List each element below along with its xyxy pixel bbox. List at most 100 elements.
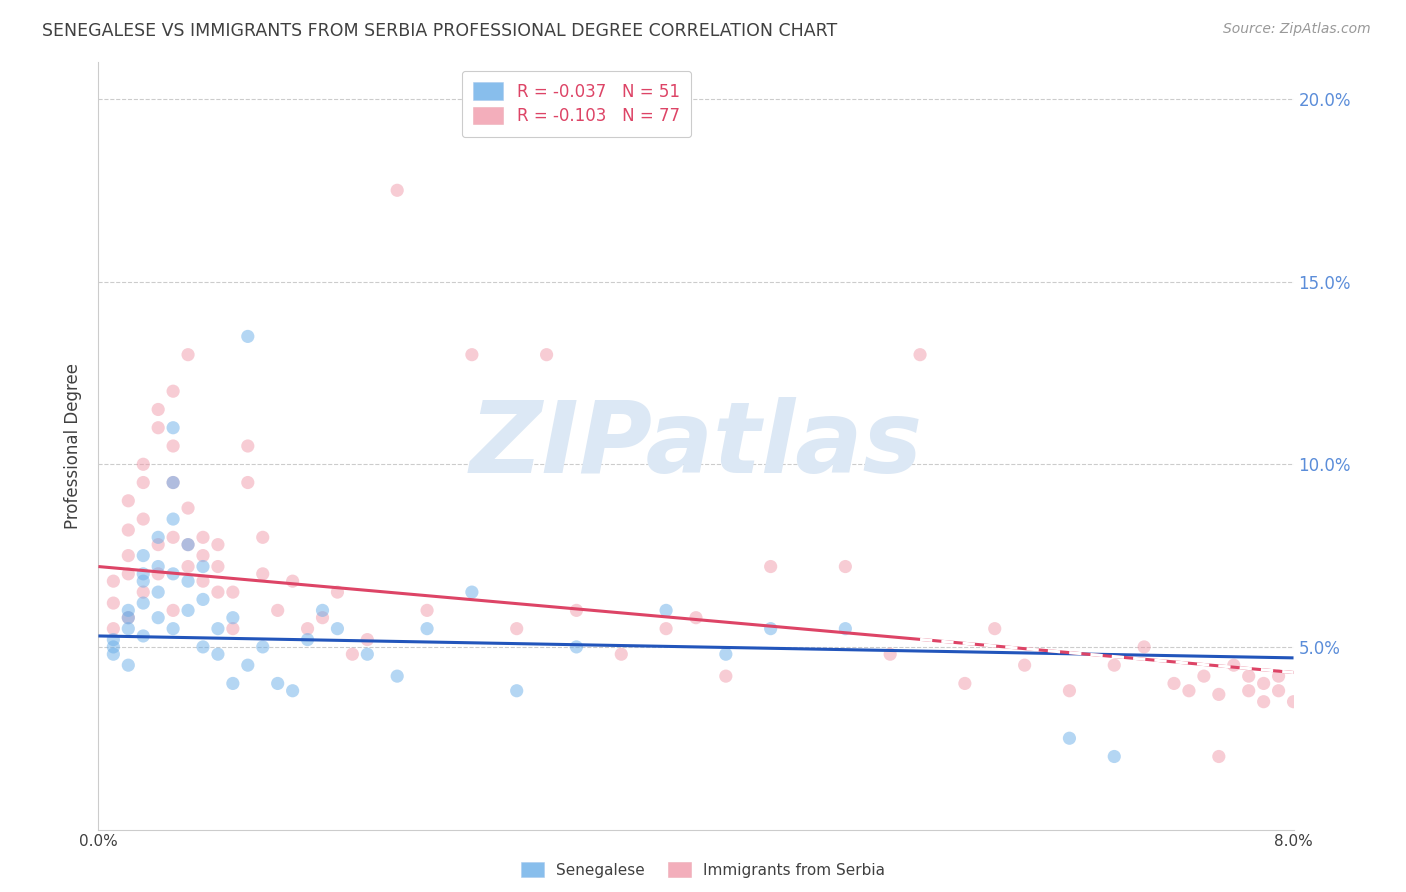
Point: [1282, 695, 1305, 709]
Point: [132, 457, 155, 471]
Point: [984, 622, 1007, 636]
Point: [506, 683, 529, 698]
Point: [177, 538, 200, 552]
Point: [117, 493, 139, 508]
Point: [117, 610, 139, 624]
Point: [1059, 731, 1081, 746]
Point: [1059, 683, 1081, 698]
Point: [385, 183, 409, 197]
Point: [252, 566, 274, 581]
Point: [177, 501, 200, 516]
Text: ZIPatlas: ZIPatlas: [470, 398, 922, 494]
Point: [908, 348, 931, 362]
Point: [281, 683, 304, 698]
Point: [1253, 695, 1275, 709]
Point: [148, 402, 170, 417]
Legend: R = -0.037   N = 51, R = -0.103   N = 77: R = -0.037 N = 51, R = -0.103 N = 77: [461, 70, 692, 137]
Point: [685, 610, 707, 624]
Point: [103, 596, 125, 610]
Point: [207, 647, 229, 661]
Text: Source: ZipAtlas.com: Source: ZipAtlas.com: [1223, 22, 1371, 37]
Legend: Senegalese, Immigrants from Serbia: Senegalese, Immigrants from Serbia: [522, 862, 884, 878]
Point: [385, 669, 409, 683]
Point: [117, 523, 139, 537]
Point: [1223, 658, 1246, 673]
Point: [162, 421, 184, 435]
Point: [565, 603, 588, 617]
Point: [132, 549, 155, 563]
Point: [1237, 683, 1260, 698]
Point: [148, 421, 170, 435]
Point: [191, 559, 214, 574]
Point: [416, 622, 439, 636]
Point: [834, 559, 856, 574]
Point: [1208, 749, 1230, 764]
Point: [281, 574, 304, 589]
Point: [132, 512, 155, 526]
Point: [207, 559, 229, 574]
Point: [132, 574, 155, 589]
Point: [162, 439, 184, 453]
Point: [162, 475, 184, 490]
Point: [162, 603, 184, 617]
Point: [191, 640, 214, 654]
Point: [565, 640, 588, 654]
Point: [1104, 749, 1126, 764]
Point: [148, 559, 170, 574]
Point: [1178, 683, 1201, 698]
Point: [506, 622, 529, 636]
Point: [222, 585, 245, 599]
Point: [311, 610, 333, 624]
Point: [117, 603, 139, 617]
Point: [132, 629, 155, 643]
Point: [461, 585, 484, 599]
Point: [177, 574, 200, 589]
Point: [267, 603, 290, 617]
Point: [103, 632, 125, 647]
Point: [356, 632, 378, 647]
Point: [148, 566, 170, 581]
Point: [132, 596, 155, 610]
Point: [267, 676, 290, 690]
Point: [207, 538, 229, 552]
Point: [1192, 669, 1215, 683]
Point: [162, 384, 184, 399]
Point: [177, 538, 200, 552]
Point: [132, 585, 155, 599]
Point: [162, 566, 184, 581]
Point: [177, 559, 200, 574]
Point: [1267, 683, 1289, 698]
Point: [236, 329, 259, 343]
Point: [236, 475, 259, 490]
Point: [222, 610, 245, 624]
Point: [655, 622, 678, 636]
Point: [1208, 687, 1230, 701]
Point: [148, 610, 170, 624]
Point: [536, 348, 558, 362]
Y-axis label: Professional Degree: Professional Degree: [65, 363, 83, 529]
Point: [1237, 669, 1260, 683]
Point: [342, 647, 364, 661]
Point: [759, 622, 782, 636]
Point: [132, 566, 155, 581]
Point: [297, 632, 319, 647]
Point: [834, 622, 856, 636]
Point: [222, 622, 245, 636]
Point: [117, 566, 139, 581]
Point: [326, 585, 349, 599]
Point: [191, 530, 214, 544]
Point: [117, 658, 139, 673]
Point: [191, 574, 214, 589]
Point: [953, 676, 976, 690]
Point: [191, 549, 214, 563]
Point: [311, 603, 333, 617]
Point: [162, 475, 184, 490]
Point: [1133, 640, 1156, 654]
Point: [191, 592, 214, 607]
Point: [222, 676, 245, 690]
Point: [297, 622, 319, 636]
Point: [252, 530, 274, 544]
Point: [162, 622, 184, 636]
Point: [416, 603, 439, 617]
Point: [103, 647, 125, 661]
